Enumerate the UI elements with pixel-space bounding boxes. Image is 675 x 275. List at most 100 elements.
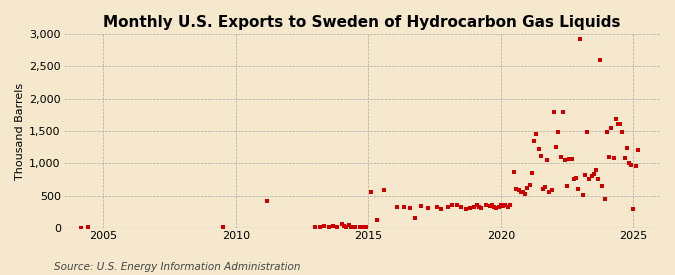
Point xyxy=(452,202,462,207)
Point xyxy=(337,222,348,226)
Point xyxy=(564,157,574,162)
Point xyxy=(489,204,500,209)
Point xyxy=(315,225,325,229)
Point xyxy=(535,153,546,158)
Point xyxy=(624,161,634,166)
Point xyxy=(516,189,526,194)
Point xyxy=(531,132,541,136)
Point xyxy=(603,155,614,160)
Point xyxy=(632,148,643,153)
Point xyxy=(497,204,508,208)
Point xyxy=(566,156,577,161)
Point xyxy=(392,205,402,210)
Point xyxy=(568,177,579,182)
Point xyxy=(480,202,491,207)
Y-axis label: Thousand Barrels: Thousand Barrels xyxy=(15,82,25,180)
Point xyxy=(82,225,93,230)
Point xyxy=(261,199,272,203)
Point xyxy=(526,171,537,175)
Point xyxy=(379,188,389,193)
Point xyxy=(628,206,639,211)
Point xyxy=(323,224,334,229)
Point xyxy=(630,164,641,168)
Point xyxy=(358,226,369,230)
Point xyxy=(513,188,524,193)
Point xyxy=(556,155,566,159)
Point xyxy=(573,187,584,191)
Point xyxy=(626,163,637,167)
Point xyxy=(436,206,447,211)
Point xyxy=(502,204,513,209)
Point xyxy=(431,204,442,209)
Point xyxy=(591,167,601,172)
Point xyxy=(599,197,610,201)
Point xyxy=(524,183,535,188)
Title: Monthly U.S. Exports to Sweden of Hydrocarbon Gas Liquids: Monthly U.S. Exports to Sweden of Hydroc… xyxy=(103,15,620,30)
Point xyxy=(544,190,555,195)
Point xyxy=(416,204,427,208)
Point xyxy=(460,206,471,211)
Point xyxy=(542,158,553,162)
Point xyxy=(405,206,416,210)
Point xyxy=(443,205,454,210)
Point xyxy=(495,203,506,208)
Point xyxy=(582,130,593,134)
Point xyxy=(328,224,339,228)
Point xyxy=(339,224,350,228)
Point xyxy=(500,203,511,208)
Point xyxy=(487,202,497,207)
Point xyxy=(586,174,597,178)
Point xyxy=(575,37,586,41)
Point xyxy=(310,225,321,230)
Point xyxy=(356,224,367,229)
Point xyxy=(217,224,228,229)
Point xyxy=(372,217,383,222)
Point xyxy=(551,145,562,149)
Point xyxy=(474,205,485,210)
Point xyxy=(520,192,531,197)
Point xyxy=(469,204,480,209)
Point xyxy=(620,156,630,160)
Text: Source: U.S. Energy Information Administration: Source: U.S. Energy Information Administ… xyxy=(54,262,300,272)
Point xyxy=(491,206,502,210)
Point xyxy=(350,225,360,230)
Point xyxy=(613,122,624,127)
Point xyxy=(456,204,466,209)
Point xyxy=(476,206,487,210)
Point xyxy=(577,193,588,197)
Point xyxy=(341,224,352,229)
Point xyxy=(622,146,632,151)
Point xyxy=(447,203,458,208)
Point xyxy=(493,204,504,209)
Point xyxy=(529,139,539,144)
Point xyxy=(562,184,572,188)
Point xyxy=(558,109,568,114)
Point xyxy=(354,225,365,229)
Point xyxy=(601,130,612,134)
Point xyxy=(584,177,595,181)
Point xyxy=(464,206,475,210)
Point xyxy=(398,204,409,209)
Point xyxy=(76,226,86,230)
Point xyxy=(319,224,329,229)
Point xyxy=(343,223,354,228)
Point xyxy=(549,109,560,114)
Point xyxy=(504,202,515,207)
Point xyxy=(511,187,522,191)
Point xyxy=(597,184,608,188)
Point xyxy=(553,130,564,134)
Point xyxy=(518,190,529,195)
Point xyxy=(348,224,358,229)
Point xyxy=(540,184,551,189)
Point xyxy=(617,130,628,134)
Point xyxy=(345,225,356,229)
Point xyxy=(589,172,599,177)
Point xyxy=(471,203,482,208)
Point xyxy=(560,158,570,162)
Point xyxy=(593,177,603,182)
Point xyxy=(423,206,433,210)
Point xyxy=(580,173,591,177)
Point xyxy=(608,156,619,160)
Point xyxy=(533,147,544,151)
Point xyxy=(570,176,581,180)
